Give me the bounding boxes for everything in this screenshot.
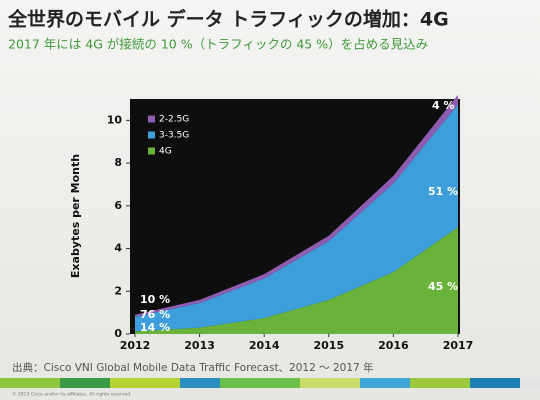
y-tick-label: 0 (114, 327, 122, 340)
legend-swatch (148, 147, 155, 155)
legend-swatch (148, 115, 155, 123)
share-label: 51 % (428, 185, 458, 198)
source: 出典：Cisco VNI Global Mobile Data Traffic … (12, 361, 374, 374)
y-tick-label: 6 (114, 199, 122, 212)
legend-label: 2-2.5G (159, 115, 189, 125)
share-label: 76 % (140, 308, 170, 321)
x-tick-label: 2013 (184, 339, 215, 352)
chart-subtitle: 2017 年には 4G が接続の 10 %（トラフィックの 45 %）を占める見… (8, 37, 428, 52)
x-tick-label: 2015 (313, 339, 344, 352)
y-tick-label: 10 (107, 113, 123, 126)
x-tick-label: 2016 (378, 339, 409, 352)
legend-swatch (148, 131, 155, 139)
area (135, 104, 458, 332)
legend-label: 3-3.5G (159, 131, 189, 141)
x-tick-label: 2014 (249, 339, 280, 352)
y-axis-label: Exabytes per Month (69, 154, 82, 278)
chart-title: 全世界のモバイル データ トラフィックの増加：4G (7, 8, 449, 31)
area (135, 227, 458, 334)
x-tick-label: 2017 (443, 339, 474, 352)
share-label: 10 % (140, 293, 170, 306)
share-label: 4 % (432, 99, 455, 112)
color-strip (0, 378, 540, 388)
x-tick-label: 2012 (120, 339, 151, 352)
legend-label: 4G (159, 147, 172, 157)
y-tick-label: 8 (114, 156, 122, 169)
copyright: © 2013 Cisco and/or its affiliates. All … (12, 391, 132, 398)
share-label: 45 % (428, 280, 458, 293)
y-tick-label: 2 (114, 284, 122, 297)
share-label: 14 % (140, 321, 170, 334)
y-tick-label: 4 (114, 242, 122, 255)
